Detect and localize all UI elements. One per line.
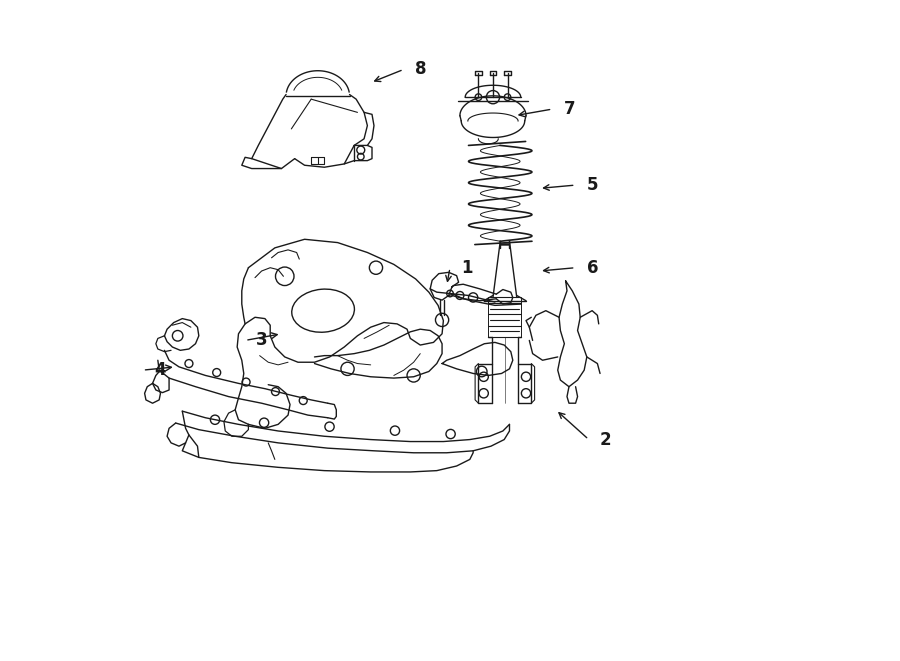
Text: 1: 1 [461, 258, 472, 277]
Text: 4: 4 [154, 361, 166, 379]
Text: 7: 7 [563, 100, 575, 118]
Text: 5: 5 [587, 176, 599, 194]
Text: 2: 2 [600, 430, 612, 449]
Text: 3: 3 [256, 331, 268, 350]
Text: 8: 8 [415, 60, 427, 79]
Text: 6: 6 [587, 258, 599, 277]
